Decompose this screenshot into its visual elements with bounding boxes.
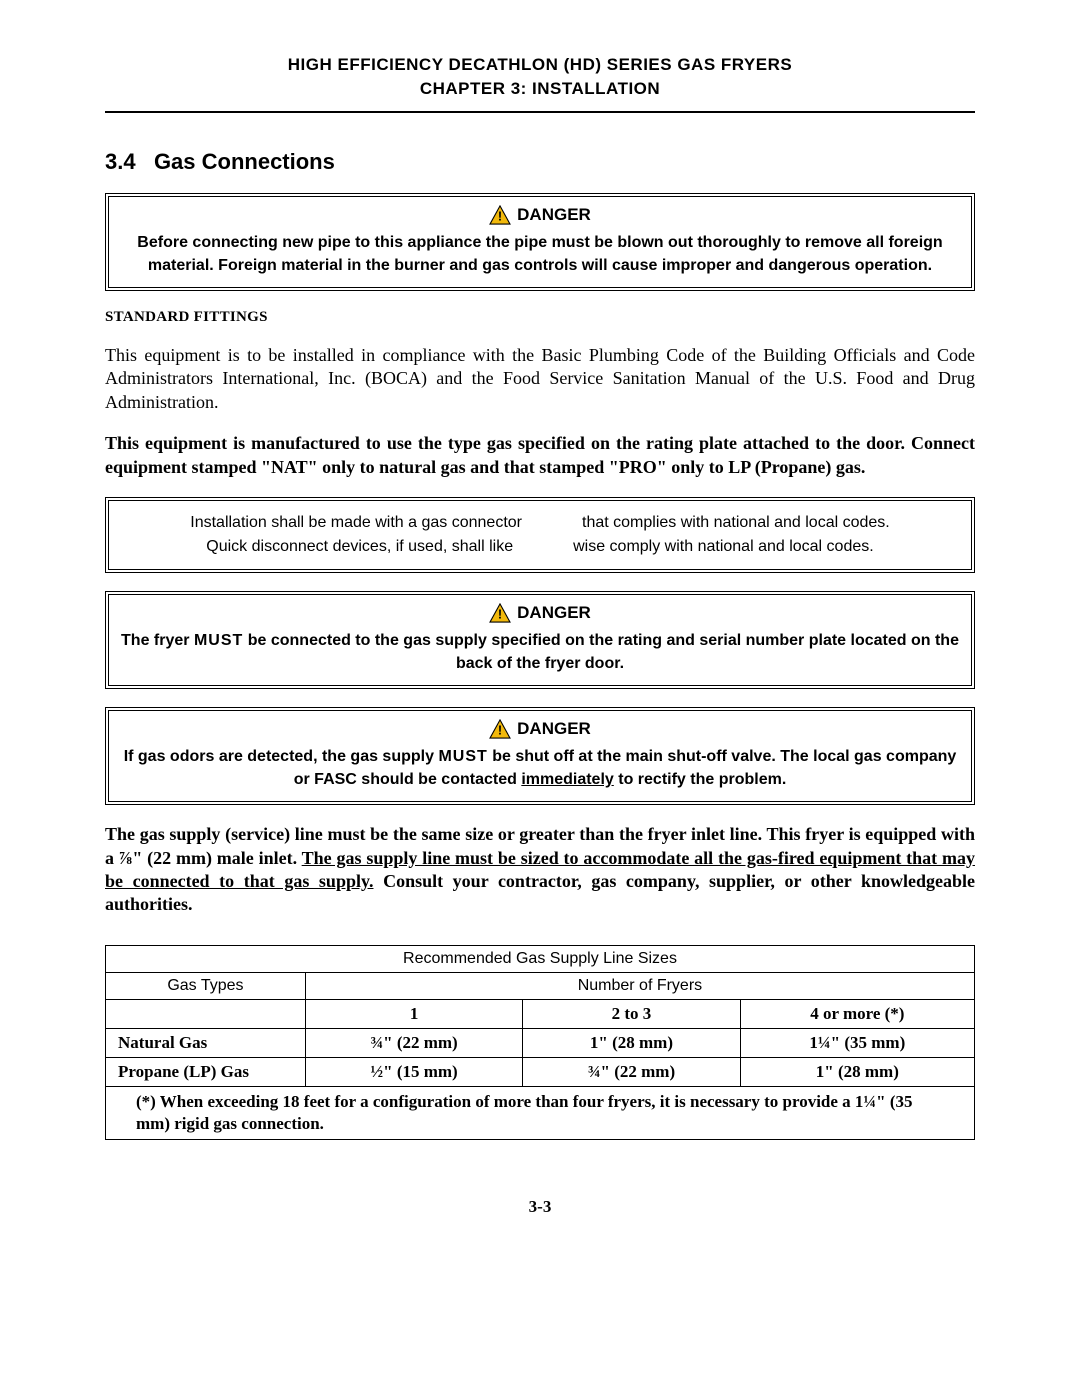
- table-row-label: Natural Gas: [106, 1028, 306, 1057]
- paragraph-1: This equipment is to be installed in com…: [105, 344, 975, 414]
- danger-label: DANGER: [517, 203, 591, 227]
- header-divider: [105, 111, 975, 113]
- danger-box-3: ! DANGER If gas odors are detected, the …: [105, 707, 975, 805]
- code-r2a: Quick disconnect devices, if used, shall…: [206, 535, 513, 559]
- table-row-label: Propane (LP) Gas: [106, 1057, 306, 1086]
- table-footnote: (*) When exceeding 18 feet for a configu…: [106, 1086, 975, 1139]
- svg-text:!: !: [498, 208, 502, 223]
- table-cell: 1" (28 mm): [740, 1057, 974, 1086]
- danger-box-1: ! DANGER Before connecting new pipe to t…: [105, 193, 975, 291]
- danger-text-3: If gas odors are detected, the gas suppl…: [121, 746, 959, 791]
- danger-label: DANGER: [517, 601, 591, 625]
- page-number: 3-3: [0, 1197, 1080, 1217]
- paragraph-2: This equipment is manufactured to use th…: [105, 432, 975, 479]
- warning-triangle-icon: !: [489, 719, 511, 739]
- table-cell: ¾" (22 mm): [523, 1057, 740, 1086]
- code-r1a: Installation shall be made with a gas co…: [190, 511, 522, 535]
- page-header-line1: HIGH EFFICIENCY DECATHLON (HD) SERIES GA…: [105, 55, 975, 75]
- danger-label: DANGER: [517, 717, 591, 741]
- code-r2b: wise comply with national and local code…: [573, 535, 874, 559]
- table-col-3: 4 or more (*): [740, 999, 974, 1028]
- section-number: 3.4: [105, 149, 136, 174]
- svg-text:!: !: [498, 606, 502, 621]
- section-name: Gas Connections: [154, 149, 335, 174]
- table-gas-types: Gas Types: [106, 972, 306, 999]
- table-empty-cell: [106, 999, 306, 1028]
- table-col-2: 2 to 3: [523, 999, 740, 1028]
- code-compliance-box: Installation shall be made with a gas co…: [105, 497, 975, 573]
- code-r1b: that complies with national and local co…: [582, 511, 890, 535]
- section-title: 3.4 Gas Connections: [105, 149, 975, 175]
- danger-box-2: ! DANGER The fryer MUST be connected to …: [105, 591, 975, 689]
- table-title: Recommended Gas Supply Line Sizes: [106, 945, 975, 972]
- table-cell: ½" (15 mm): [305, 1057, 522, 1086]
- paragraph-3: The gas supply (service) line must be th…: [105, 823, 975, 917]
- table-cell: 1" (28 mm): [523, 1028, 740, 1057]
- table-row: Propane (LP) Gas ½" (15 mm) ¾" (22 mm) 1…: [106, 1057, 975, 1086]
- table-cell: 1¼" (35 mm): [740, 1028, 974, 1057]
- table-row: Natural Gas ¾" (22 mm) 1" (28 mm) 1¼" (3…: [106, 1028, 975, 1057]
- warning-triangle-icon: !: [489, 603, 511, 623]
- standard-fittings-heading: STANDARD FITTINGS: [105, 309, 975, 326]
- table-cell: ¾" (22 mm): [305, 1028, 522, 1057]
- table-col-1: 1: [305, 999, 522, 1028]
- supply-line-table: Recommended Gas Supply Line Sizes Gas Ty…: [105, 945, 975, 1140]
- page-header-line2: CHAPTER 3: INSTALLATION: [105, 79, 975, 99]
- warning-triangle-icon: !: [489, 205, 511, 225]
- danger-text-2: The fryer MUST be connected to the gas s…: [121, 630, 959, 675]
- danger-text-1: Before connecting new pipe to this appli…: [121, 232, 959, 277]
- table-num-fryers: Number of Fryers: [305, 972, 974, 999]
- svg-text:!: !: [498, 722, 502, 737]
